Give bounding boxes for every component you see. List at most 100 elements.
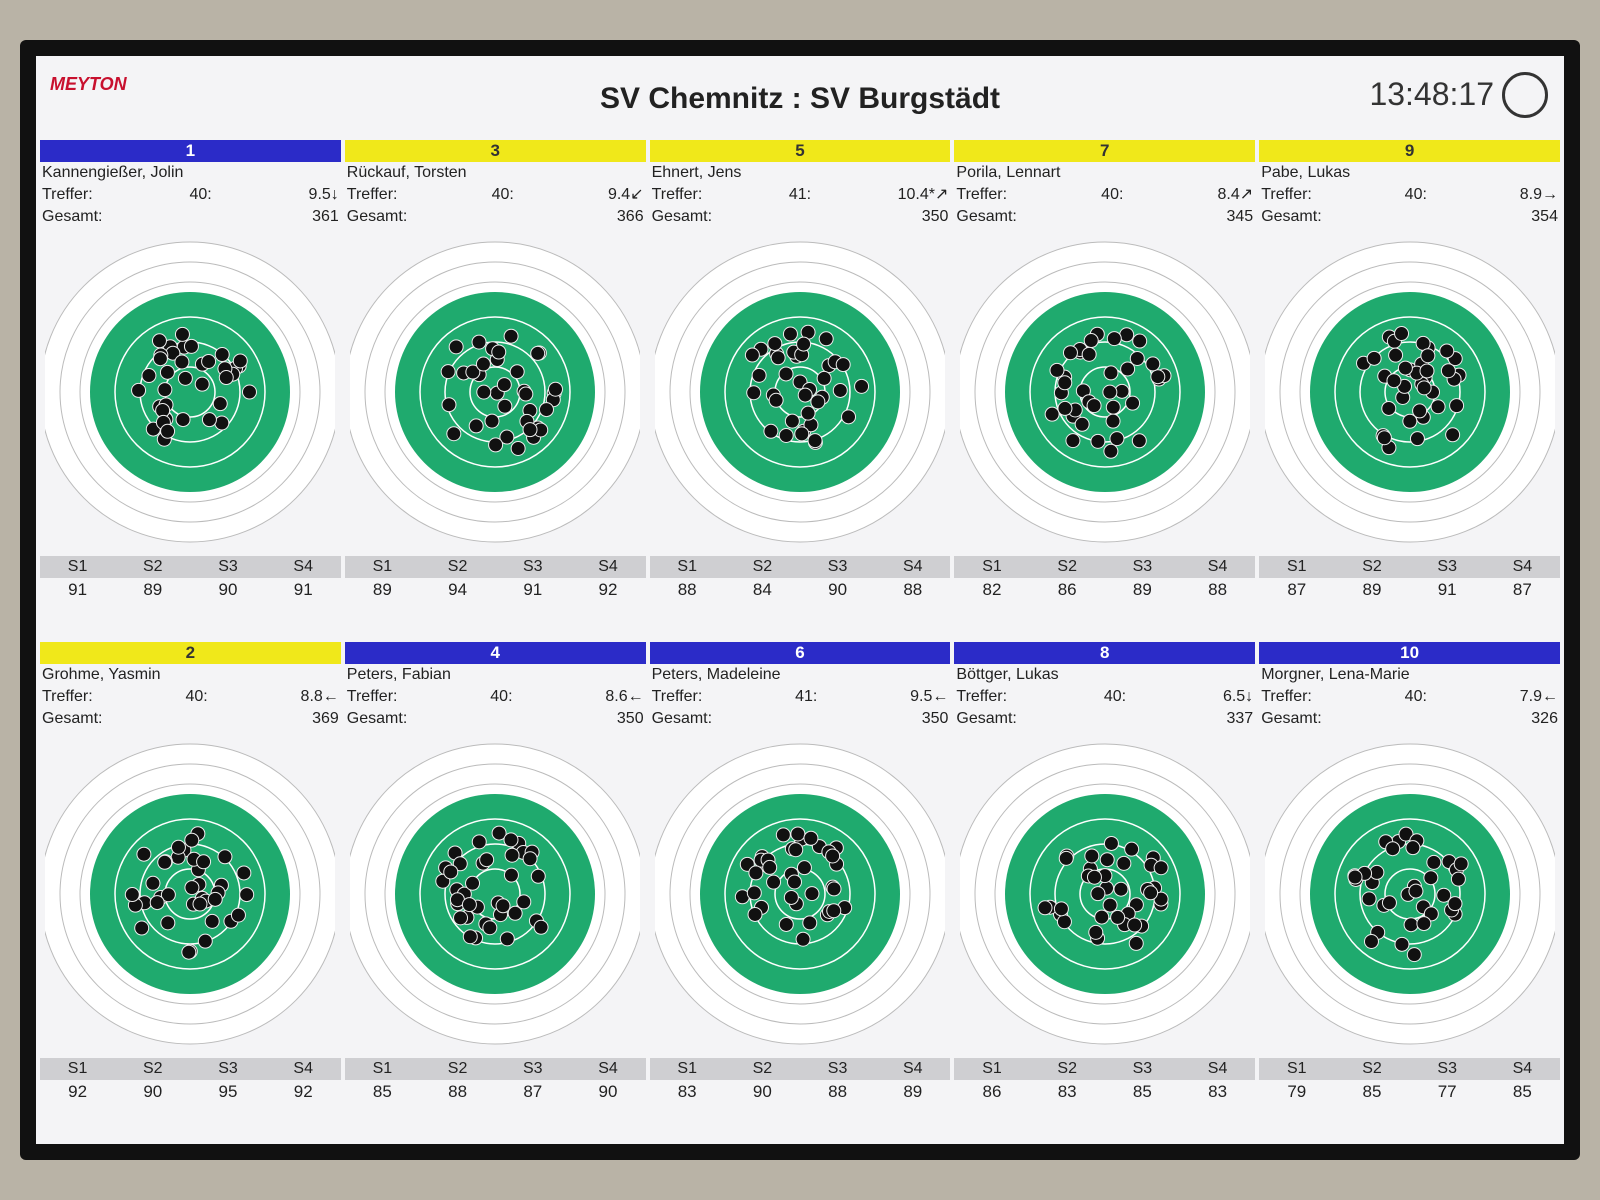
target	[45, 241, 336, 543]
series-label: S1	[1286, 1060, 1307, 1077]
shot-hole	[826, 881, 842, 897]
series-score: 91	[1437, 580, 1457, 599]
shot-hole	[1102, 384, 1118, 400]
shot-hole	[1090, 886, 1106, 902]
lane-panel: 5 Ehnert, Jens Treffer: 41: 10.4*↗ Gesamt: 350…	[649, 140, 951, 642]
shot-hole	[1106, 331, 1122, 347]
series-values: 92 90 95 92	[40, 1080, 341, 1104]
hits-label: Treffer:	[42, 688, 93, 705]
shot-hole	[1094, 909, 1110, 925]
series-score: 91	[68, 580, 88, 599]
shot-hole	[495, 898, 511, 914]
shot-hole	[214, 415, 230, 431]
shot-hole	[239, 887, 255, 903]
series-label: S4	[1512, 558, 1533, 575]
shot-hole	[233, 353, 249, 369]
series-header: S1 S2 S3 S4	[40, 1058, 341, 1080]
shot-hole	[816, 370, 832, 386]
shot-hole	[1128, 935, 1144, 951]
shot-hole	[1419, 363, 1435, 379]
shot-hole	[1074, 416, 1090, 432]
total-value: 326	[1531, 710, 1558, 727]
shot-hole	[482, 920, 498, 936]
shot-hole	[1118, 327, 1134, 343]
shot-hole	[782, 326, 798, 342]
series-score: 85	[1132, 1082, 1152, 1101]
series-label: S3	[1132, 558, 1153, 575]
shot-hole	[503, 832, 519, 848]
shot-hole	[832, 382, 848, 398]
shot-hole	[446, 426, 462, 442]
series-score: 88	[677, 580, 697, 599]
shot-hole	[797, 387, 813, 403]
shot-hole	[510, 440, 526, 456]
series-score: 89	[903, 1082, 923, 1101]
target	[654, 241, 945, 543]
shot-hole	[1387, 347, 1403, 363]
shot-hole	[1366, 350, 1382, 366]
shot-hole	[1408, 883, 1424, 899]
shot-hole	[1430, 399, 1446, 415]
shot-hole	[794, 426, 810, 442]
hits-row: Treffer: 40: 9.4↙	[345, 184, 646, 206]
total-value: 361	[312, 208, 339, 225]
hits-label: Treffer:	[956, 186, 1008, 203]
total-value: 369	[312, 710, 339, 727]
target	[45, 743, 336, 1045]
total-value: 345	[1226, 208, 1254, 225]
shot-hole	[440, 364, 456, 380]
shot-hole	[775, 827, 791, 843]
shooter-name: Rückauf, Torsten	[346, 164, 467, 181]
shot-hole	[795, 931, 811, 947]
shot-hole	[1058, 850, 1074, 866]
shot-hole	[530, 345, 546, 361]
shot-hole	[1062, 345, 1078, 361]
total-value: 354	[1531, 208, 1558, 225]
shot-hole	[443, 864, 459, 880]
total-row: Gesamt: 345	[954, 206, 1255, 228]
shot-hole	[1450, 871, 1466, 887]
shot-hole	[202, 412, 218, 428]
shot-hole	[522, 422, 538, 438]
shot-hole	[1119, 361, 1135, 377]
series-label: S3	[1437, 558, 1457, 575]
shot-hole	[1049, 362, 1065, 378]
series-values: 85 88 87 90	[345, 1080, 646, 1104]
lane-panel: 7 Porila, Lennart Treffer: 40: 8.4↗ Gesamt: 34…	[954, 140, 1256, 642]
hits-count: 40:	[185, 688, 208, 705]
shot-hole	[152, 333, 168, 349]
lane-number: 6	[649, 642, 951, 664]
shot-hole	[1150, 369, 1166, 385]
series-score: 90	[752, 1082, 772, 1101]
shot-hole	[744, 347, 760, 363]
series-label: S1	[372, 1060, 393, 1077]
series-label: S3	[1437, 1060, 1457, 1077]
target-ring	[1333, 818, 1486, 970]
shot-hole	[236, 865, 252, 881]
shot-hole	[157, 382, 173, 398]
shot-hole	[1103, 365, 1119, 381]
last-shot: 8.9→	[1519, 186, 1558, 203]
series-score: 89	[143, 580, 163, 599]
shot-hole	[1384, 841, 1400, 857]
series-score: 89	[1362, 580, 1382, 599]
series-score: 90	[218, 580, 238, 599]
shot-hole	[548, 381, 564, 397]
shot-hole	[786, 874, 802, 890]
shot-hole	[1393, 326, 1409, 342]
series-label: S3	[218, 558, 238, 575]
series-label: S4	[1207, 558, 1228, 575]
total-label: Gesamt:	[651, 710, 713, 727]
lane-panel: 10 Morgner, Lena-Marie Treffer: 40: 7.9← Gesa…	[1259, 642, 1560, 1144]
shot-hole	[778, 366, 794, 382]
series-label: S4	[293, 1060, 313, 1077]
shot-hole	[1453, 856, 1469, 872]
series-label: S3	[827, 558, 848, 575]
series-score: 79	[1287, 1082, 1307, 1101]
series-values: 79 85 77 85	[1259, 1080, 1560, 1104]
shot-hole	[503, 328, 519, 344]
total-row: Gesamt: 337	[954, 708, 1255, 730]
hits-label: Treffer:	[1261, 186, 1312, 203]
series-label: S2	[752, 558, 773, 575]
series-score: 85	[372, 1082, 392, 1101]
